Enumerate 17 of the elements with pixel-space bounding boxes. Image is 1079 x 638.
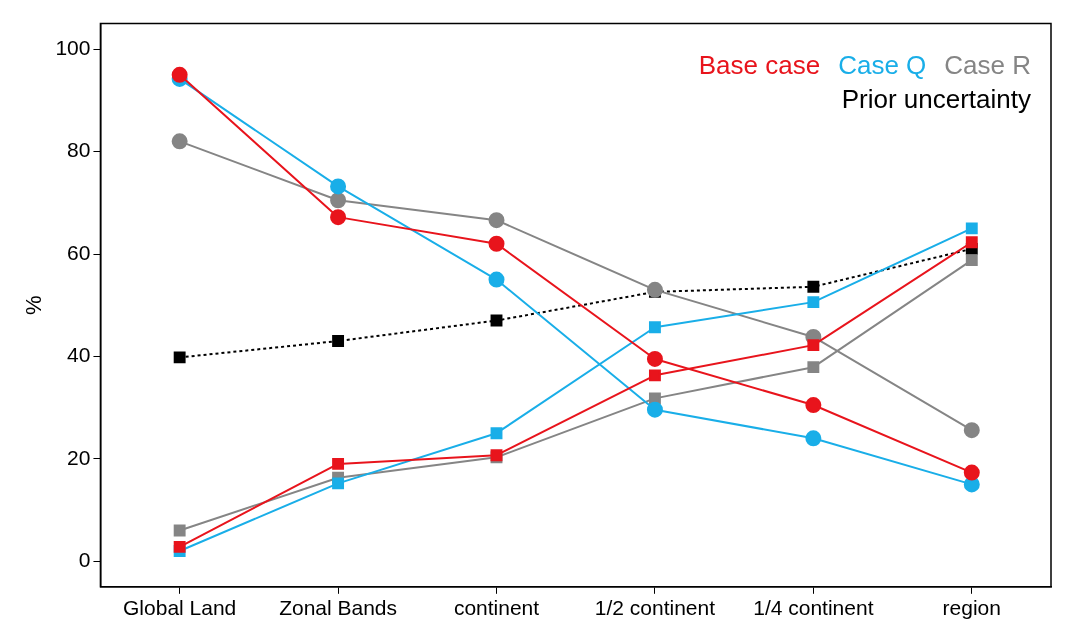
x-tick-label: Zonal Bands (279, 596, 398, 620)
text: Case Q (838, 49, 927, 80)
x-tick-label: 1/4 continent (753, 596, 874, 620)
y-tick-label: 80 (67, 138, 91, 162)
y-tick-label: 40 (67, 343, 91, 367)
y-tick-label: 20 (67, 445, 91, 469)
text: Base case (698, 49, 821, 80)
x-tick-label: continent (453, 596, 540, 620)
y-tick-label: 0 (78, 548, 91, 571)
x-tick-label: Global Land (123, 596, 237, 620)
x-tick-label: region (942, 596, 1001, 620)
y-axis-title: % (21, 295, 47, 315)
x-tick-label: 1/2 continent (594, 596, 716, 620)
y-tick-label: 60 (67, 240, 91, 264)
y-tick-label: 100 (55, 36, 91, 59)
text: Case R (944, 49, 1032, 80)
text: Prior uncertainty (841, 83, 1032, 114)
